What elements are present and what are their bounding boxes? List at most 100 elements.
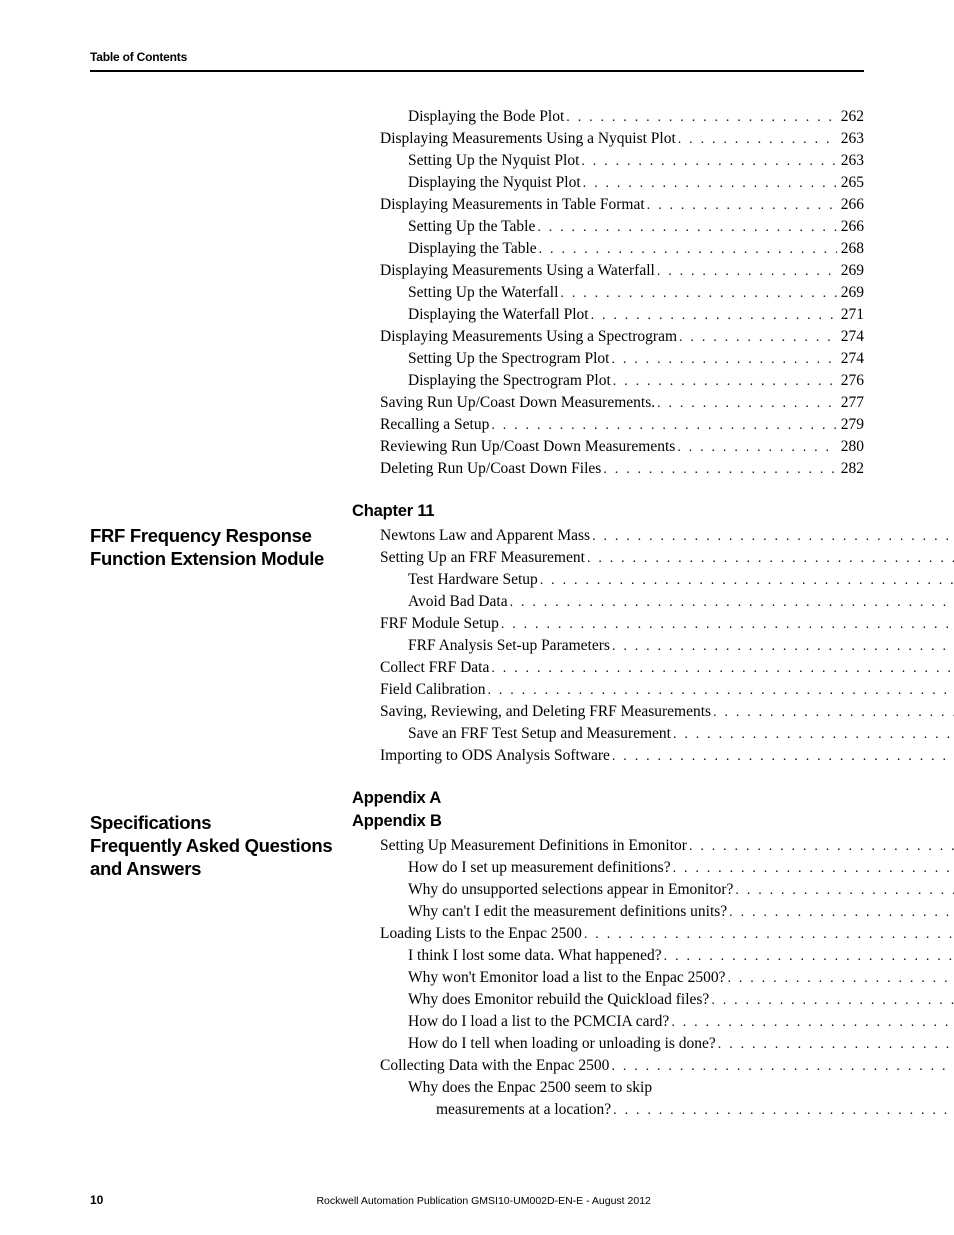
toc-entry-title: Setting Up the Spectrogram Plot: [352, 348, 609, 370]
toc-entry-title: I think I lost some data. What happened?: [352, 945, 662, 967]
toc-entry[interactable]: Why can't I edit the measurement definit…: [352, 901, 954, 923]
toc-entry[interactable]: Saving, Reviewing, and Deleting FRF Meas…: [352, 701, 954, 723]
toc-entry-page: 274: [837, 326, 864, 348]
toc-entry-title: measurements at a location?: [352, 1099, 611, 1121]
toc-entry-title: Why does Emonitor rebuild the Quickload …: [352, 989, 709, 1011]
section-heading-faq: Frequently Asked Questions and Answers: [90, 834, 352, 880]
toc-leader: . . . . . . . . . . . . . . . . . . . . …: [655, 394, 837, 414]
toc-entry[interactable]: Save an FRF Test Setup and Measurement .…: [352, 723, 954, 745]
toc-leader: . . . . . . . . . . . . . . . . . . . . …: [585, 549, 954, 569]
toc-entry[interactable]: Collecting Data with the Enpac 2500 . . …: [352, 1055, 954, 1077]
page-footer: 10 Rockwell Automation Publication GMSI1…: [90, 1193, 864, 1207]
toc-leader: . . . . . . . . . . . . . . . . . . . . …: [677, 328, 837, 348]
toc-entry-title: Why do unsupported selections appear in …: [352, 879, 733, 901]
footer-publication: Rockwell Automation Publication GMSI10-U…: [103, 1195, 864, 1207]
toc-entry[interactable]: How do I set up measurement definitions?…: [352, 857, 954, 879]
header-rule: [90, 70, 864, 72]
toc-entry[interactable]: Setting Up Measurement Definitions in Em…: [352, 835, 954, 857]
toc-entry[interactable]: Avoid Bad Data . . . . . . . . . . . . .…: [352, 591, 954, 613]
toc-entry[interactable]: Displaying the Waterfall Plot . . . . . …: [352, 304, 864, 326]
toc-entry[interactable]: Displaying the Spectrogram Plot . . . . …: [352, 370, 864, 392]
toc-entry[interactable]: Setting Up the Table . . . . . . . . . .…: [352, 216, 864, 238]
appendix-b-title: Appendix B: [352, 812, 954, 831]
toc-entry[interactable]: Displaying the Table . . . . . . . . . .…: [352, 238, 864, 260]
toc-entry-page: 266: [837, 194, 864, 216]
toc-entry-title: Deleting Run Up/Coast Down Files: [352, 458, 601, 480]
section-appendices: Specifications Frequently Asked Question…: [90, 789, 864, 1121]
toc-entry[interactable]: I think I lost some data. What happened?…: [352, 945, 954, 967]
toc-leader: . . . . . . . . . . . . . . . . . . . . …: [669, 1013, 954, 1033]
toc-leader: . . . . . . . . . . . . . . . . . . . . …: [564, 108, 836, 128]
toc-entry[interactable]: Why won't Emonitor load a list to the En…: [352, 967, 954, 989]
toc-entry[interactable]: Setting Up the Nyquist Plot . . . . . . …: [352, 150, 864, 172]
toc-leader: . . . . . . . . . . . . . . . . . . . . …: [590, 527, 954, 547]
toc-entry-title: Displaying Measurements Using a Spectrog…: [352, 326, 677, 348]
toc-entry[interactable]: Collect FRF Data . . . . . . . . . . . .…: [352, 657, 954, 679]
toc-entry[interactable]: Setting Up an FRF Measurement . . . . . …: [352, 547, 954, 569]
toc-leader: . . . . . . . . . . . . . . . . . . . . …: [709, 991, 954, 1011]
toc-entry-title: Field Calibration: [352, 679, 485, 701]
toc-entry[interactable]: Saving Run Up/Coast Down Measurements. .…: [352, 392, 864, 414]
toc-leader: . . . . . . . . . . . . . . . . . . . . …: [675, 438, 836, 458]
toc-entry-title: Setting Up the Table: [352, 216, 535, 238]
toc-leader: . . . . . . . . . . . . . . . . . . . . …: [537, 240, 837, 260]
toc-entry-page: 280: [837, 436, 864, 458]
appendix-a-title: Appendix A: [352, 789, 954, 808]
toc-entry[interactable]: Displaying Measurements Using a Spectrog…: [352, 326, 864, 348]
toc-entry-title: Collecting Data with the Enpac 2500: [352, 1055, 609, 1077]
running-header: Table of Contents: [90, 50, 864, 64]
toc-entry[interactable]: Newtons Law and Apparent Mass . . . . . …: [352, 525, 954, 547]
toc-entry[interactable]: How do I tell when loading or unloading …: [352, 1033, 954, 1055]
toc-entry[interactable]: FRF Analysis Set-up Parameters . . . . .…: [352, 635, 954, 657]
toc-leader: . . . . . . . . . . . . . . . . . . . . …: [582, 925, 954, 945]
toc-entry[interactable]: Loading Lists to the Enpac 2500 . . . . …: [352, 923, 954, 945]
toc-entry[interactable]: Displaying the Bode Plot . . . . . . . .…: [352, 106, 864, 128]
toc-entry-page: 265: [837, 172, 864, 194]
toc-entry[interactable]: How do I load a list to the PCMCIA card?…: [352, 1011, 954, 1033]
toc-entry[interactable]: Test Hardware Setup . . . . . . . . . . …: [352, 569, 954, 591]
toc-entry[interactable]: Deleting Run Up/Coast Down Files . . . .…: [352, 458, 864, 480]
toc-entry-page: 269: [837, 282, 864, 304]
toc-entry[interactable]: Recalling a Setup . . . . . . . . . . . …: [352, 414, 864, 436]
section-chapter-11: FRF Frequency Response Function Extensio…: [90, 502, 864, 767]
toc-entry[interactable]: Why do unsupported selections appear in …: [352, 879, 954, 901]
toc-entry-title: Displaying the Table: [352, 238, 537, 260]
toc-entry-title: Avoid Bad Data: [352, 591, 508, 613]
toc-entry[interactable]: Reviewing Run Up/Coast Down Measurements…: [352, 436, 864, 458]
toc-entry-title: Saving Run Up/Coast Down Measurements.: [352, 392, 655, 414]
toc-entry[interactable]: Displaying the Nyquist Plot . . . . . . …: [352, 172, 864, 194]
toc-entry[interactable]: Setting Up the Spectrogram Plot . . . . …: [352, 348, 864, 370]
toc-entry-page: 276: [837, 370, 864, 392]
toc-leader: . . . . . . . . . . . . . . . . . . . . …: [499, 615, 954, 635]
toc-entry[interactable]: FRF Module Setup . . . . . . . . . . . .…: [352, 613, 954, 635]
toc-entry-title: FRF Analysis Set-up Parameters: [352, 635, 610, 657]
toc-entry-title: Importing to ODS Analysis Software: [352, 745, 610, 767]
toc-leader: . . . . . . . . . . . . . . . . . . . . …: [711, 703, 954, 723]
toc-entry-page: 263: [837, 150, 864, 172]
toc-entry[interactable]: Importing to ODS Analysis Software . . .…: [352, 745, 954, 767]
toc-leader: . . . . . . . . . . . . . . . . . . . . …: [589, 306, 837, 326]
toc-entry[interactable]: Setting Up the Waterfall . . . . . . . .…: [352, 282, 864, 304]
toc-leader: . . . . . . . . . . . . . . . . . . . . …: [601, 460, 836, 480]
toc-entry[interactable]: Displaying Measurements Using a Nyquist …: [352, 128, 864, 150]
toc-entry-title: Setting Up Measurement Definitions in Em…: [352, 835, 687, 857]
toc-entry[interactable]: Displaying Measurements in Table Format …: [352, 194, 864, 216]
toc-entry-title: Loading Lists to the Enpac 2500: [352, 923, 582, 945]
toc-leader: . . . . . . . . . . . . . . . . . . . . …: [485, 681, 954, 701]
toc-leader: . . . . . . . . . . . . . . . . . . . . …: [687, 837, 954, 857]
toc-entry-page: 274: [837, 348, 864, 370]
toc-leader: . . . . . . . . . . . . . . . . . . . . …: [489, 416, 836, 436]
toc-entry[interactable]: measurements at a location? . . . . . . …: [352, 1099, 954, 1121]
toc-entry-title: Saving, Reviewing, and Deleting FRF Meas…: [352, 701, 711, 723]
toc-entry-page: 262: [837, 106, 864, 128]
toc-entry[interactable]: Why does the Enpac 2500 seem to skip: [352, 1077, 954, 1099]
toc-entry-title: Displaying the Waterfall Plot: [352, 304, 589, 326]
toc-leader: . . . . . . . . . . . . . . . . . . . . …: [558, 284, 836, 304]
toc-entry[interactable]: Field Calibration . . . . . . . . . . . …: [352, 679, 954, 701]
toc-leader: . . . . . . . . . . . . . . . . . . . . …: [645, 196, 837, 216]
toc-entry-title: Displaying Measurements in Table Format: [352, 194, 645, 216]
toc-leader: . . . . . . . . . . . . . . . . . . . . …: [581, 174, 837, 194]
toc-entry-page: 268: [837, 238, 864, 260]
toc-entry[interactable]: Displaying Measurements Using a Waterfal…: [352, 260, 864, 282]
toc-entry[interactable]: Why does Emonitor rebuild the Quickload …: [352, 989, 954, 1011]
